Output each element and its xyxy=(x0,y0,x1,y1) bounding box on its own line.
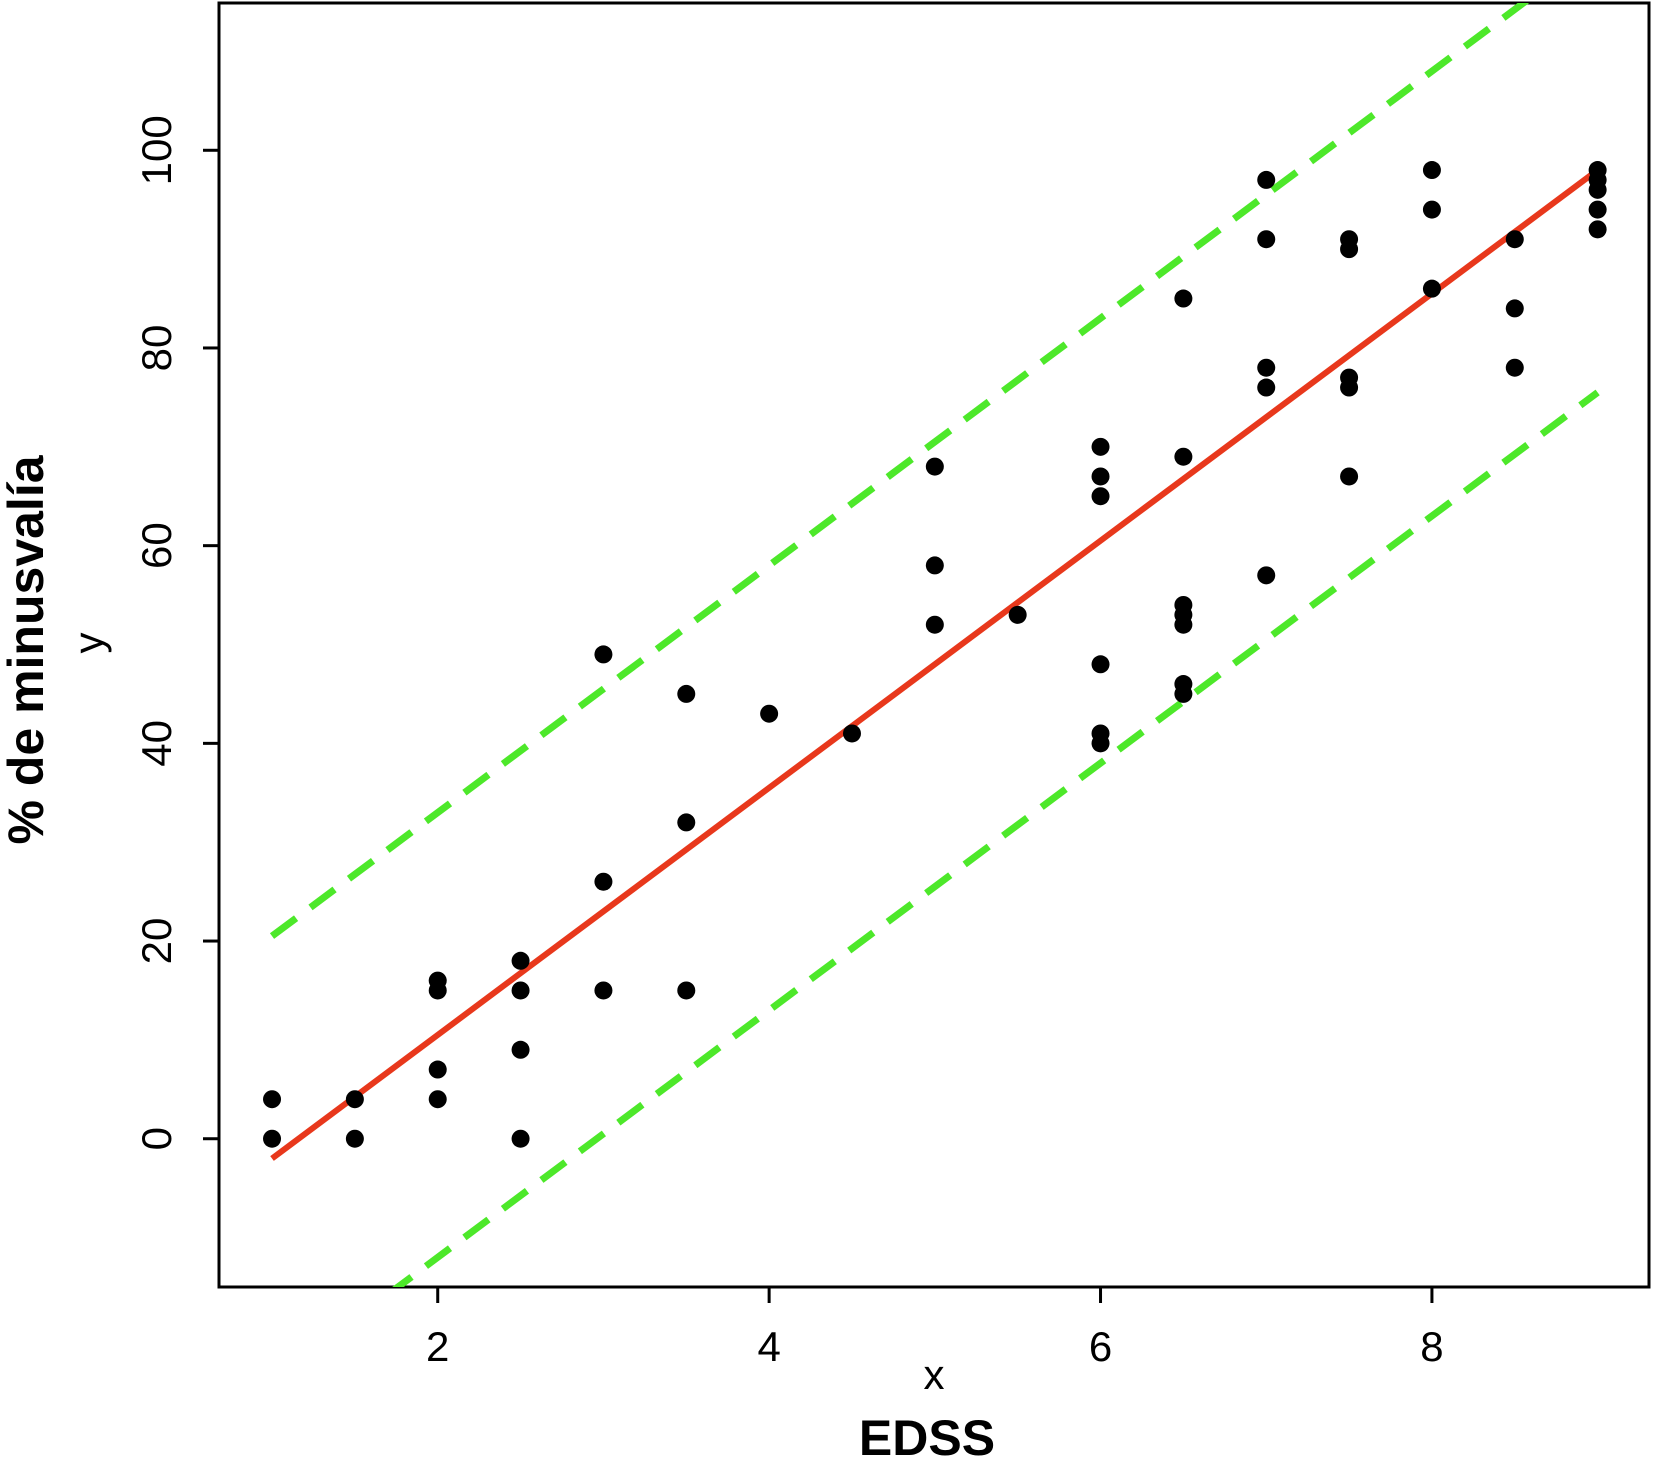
point xyxy=(1091,734,1110,753)
point xyxy=(1257,230,1276,249)
point xyxy=(1008,605,1027,624)
point xyxy=(1588,200,1607,219)
x-tick-label: 2 xyxy=(426,1323,449,1370)
point xyxy=(345,1129,364,1148)
point xyxy=(1091,655,1110,674)
y-tick-label: 60 xyxy=(133,522,180,569)
point xyxy=(1257,566,1276,585)
point xyxy=(1091,487,1110,506)
y-tick-label: 40 xyxy=(133,720,180,767)
point xyxy=(1340,467,1359,486)
point xyxy=(1174,289,1193,308)
point xyxy=(1091,467,1110,486)
y-tick-label: 100 xyxy=(133,115,180,185)
y-tick-label: 0 xyxy=(133,1127,180,1150)
point xyxy=(1588,220,1607,239)
point xyxy=(428,1090,447,1109)
point xyxy=(925,457,944,476)
point xyxy=(428,981,447,1000)
plot-frame xyxy=(217,1,1651,1289)
point xyxy=(345,1090,364,1109)
x-tick-label: 8 xyxy=(1420,1323,1443,1370)
point xyxy=(1422,279,1441,298)
point xyxy=(1340,240,1359,259)
point xyxy=(925,615,944,634)
point xyxy=(1505,358,1524,377)
point xyxy=(263,1129,282,1148)
point xyxy=(1257,358,1276,377)
point xyxy=(1422,161,1441,180)
point xyxy=(511,951,530,970)
point xyxy=(1588,180,1607,199)
x-tick-label: 4 xyxy=(757,1323,780,1370)
point xyxy=(594,645,613,664)
point xyxy=(511,1129,530,1148)
point xyxy=(1174,615,1193,634)
point xyxy=(677,684,696,703)
point xyxy=(760,704,779,723)
point xyxy=(1505,299,1524,318)
x-axis-label: x xyxy=(924,1351,945,1398)
point xyxy=(1257,170,1276,189)
point xyxy=(1340,378,1359,397)
point xyxy=(263,1090,282,1109)
regression-line xyxy=(270,167,1600,1161)
y-tick-label: 80 xyxy=(133,325,180,372)
point xyxy=(677,813,696,832)
point xyxy=(1505,230,1524,249)
plot-area xyxy=(263,3,1607,1287)
point xyxy=(1091,437,1110,456)
point xyxy=(842,724,861,743)
point xyxy=(594,872,613,891)
point xyxy=(594,981,613,1000)
point xyxy=(1422,200,1441,219)
point xyxy=(428,1060,447,1079)
point xyxy=(925,556,944,575)
point xyxy=(1174,447,1193,466)
y-axis-label: y xyxy=(65,633,112,654)
point xyxy=(511,1040,530,1059)
x-tick-label: 6 xyxy=(1089,1323,1112,1370)
x-axis-title: EDSS xyxy=(859,1410,995,1466)
point xyxy=(511,981,530,1000)
prediction-band xyxy=(269,3,1530,939)
prediction-band xyxy=(392,389,1600,1287)
point xyxy=(1174,684,1193,703)
point xyxy=(1257,378,1276,397)
point xyxy=(677,981,696,1000)
y-axis-title: % de minusvalía xyxy=(0,454,54,844)
y-tick-label: 20 xyxy=(133,918,180,965)
